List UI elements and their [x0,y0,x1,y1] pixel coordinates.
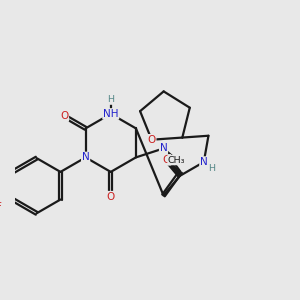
Text: F: F [0,202,2,212]
Text: H: H [107,95,114,104]
Text: O: O [162,155,171,165]
Text: N: N [160,143,167,153]
Text: N: N [200,157,208,167]
Text: O: O [148,135,156,145]
Text: O: O [106,192,115,202]
Text: H: H [208,164,216,173]
Text: O: O [60,111,68,121]
Text: NH: NH [103,109,118,119]
Text: CH₃: CH₃ [168,156,185,165]
Text: N: N [82,152,89,162]
